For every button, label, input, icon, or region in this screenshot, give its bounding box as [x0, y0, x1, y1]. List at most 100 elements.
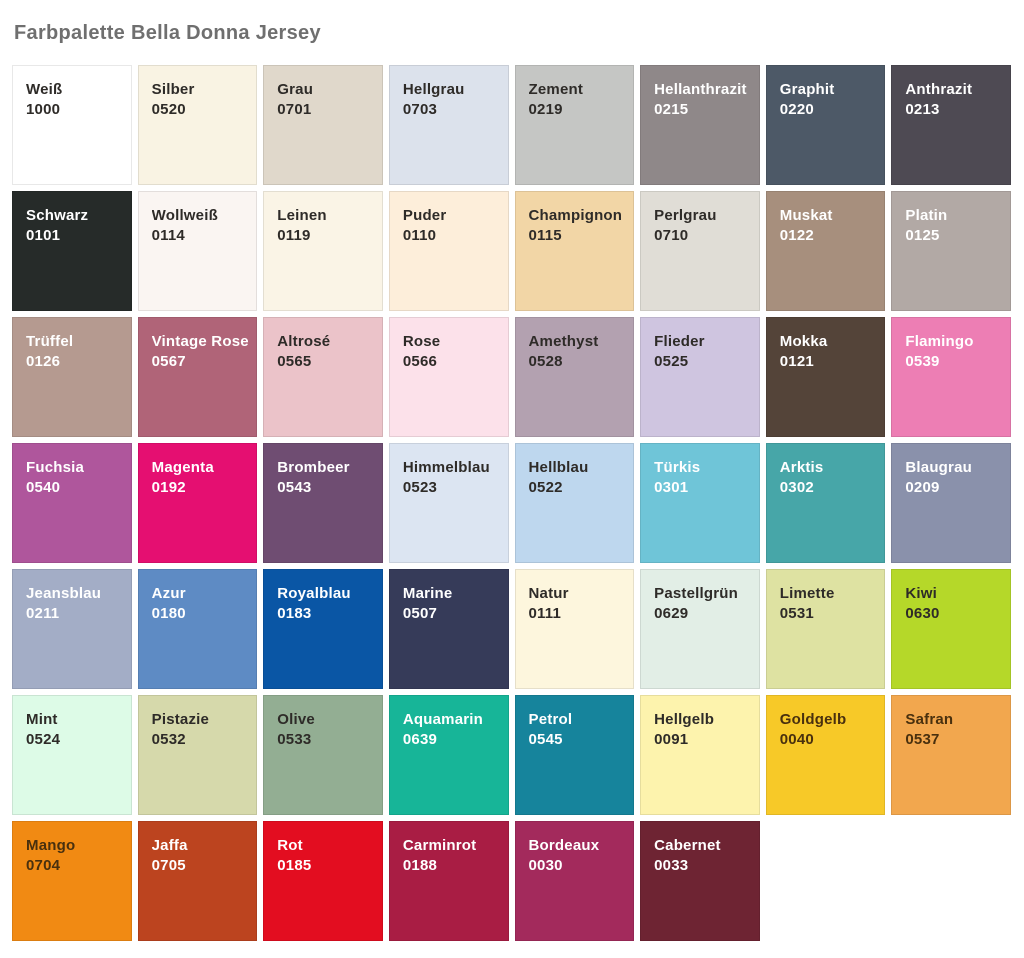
color-swatch: Natur 0111 [514, 569, 635, 689]
swatch-name: Aquamarin [402, 711, 484, 728]
swatch-name: Rose [402, 333, 441, 350]
swatch-name: Mokka [779, 333, 828, 350]
color-swatch: Vintage Rose 0567 [137, 317, 258, 437]
color-swatch: Jeansblau 0211 [12, 569, 132, 689]
color-swatch: Rot 0185 [263, 821, 383, 941]
swatch-name: Limette [779, 585, 835, 602]
swatch-name: Anthrazit [905, 81, 973, 98]
swatch-code: 1000 [26, 101, 61, 118]
swatch-code: 0115 [528, 227, 562, 244]
swatch-code: 0219 [528, 101, 563, 118]
swatch-name: Vintage Rose [151, 333, 249, 350]
color-swatch: Wollweiß 0114 [137, 191, 258, 311]
swatch-name: Mint [26, 711, 58, 728]
swatch-name: Flieder [654, 333, 705, 350]
color-swatch: Olive 0533 [263, 695, 383, 815]
color-swatch: Petrol 0545 [514, 695, 635, 815]
swatch-name: Platin [905, 207, 948, 224]
swatch-code: 0091 [654, 731, 689, 748]
swatch-name: Hellgelb [654, 711, 715, 728]
swatch-code: 0532 [151, 731, 186, 748]
swatch-name: Amethyst [528, 333, 599, 350]
swatch-code: 0507 [402, 605, 438, 622]
color-swatch: Flamingo 0539 [891, 317, 1011, 437]
swatch-name: Muskat [779, 207, 833, 224]
swatch-name: Himmelblau [402, 459, 490, 476]
swatch-code: 0710 [654, 227, 689, 244]
page-title: Farbpalette Bella Donna Jersey [14, 22, 321, 44]
swatch-code: 0126 [26, 353, 61, 370]
color-swatch: Weiß 1000 [12, 65, 132, 185]
swatch-code: 0629 [654, 605, 689, 622]
swatch-code: 0531 [779, 605, 814, 622]
swatch-name: Hellanthrazit [654, 81, 747, 98]
swatch-code: 0545 [528, 731, 563, 748]
swatch-code: 0121 [779, 353, 814, 370]
swatch-name: Champignon [528, 207, 623, 224]
swatch-code: 0301 [654, 479, 689, 496]
swatch-name: Jaffa [151, 837, 188, 854]
color-swatch: Cabernet 0033 [640, 821, 760, 941]
color-swatch: Amethyst 0528 [514, 317, 635, 437]
color-swatch: Royalblau 0183 [263, 569, 383, 689]
swatch-code: 0030 [528, 857, 563, 874]
color-swatch: Azur 0180 [137, 569, 258, 689]
color-swatch: Hellanthrazit 0215 [640, 65, 760, 185]
swatch-code: 0213 [905, 101, 940, 118]
swatch-name: Weiß [26, 81, 63, 98]
swatch-name: Brombeer [277, 459, 350, 476]
swatch-code: 0565 [277, 353, 312, 370]
color-swatch: Anthrazit 0213 [891, 65, 1011, 185]
color-swatch: Goldgelb 0040 [765, 695, 886, 815]
swatch-name: Wollweiß [151, 207, 218, 224]
color-swatch: Silber 0520 [137, 65, 258, 185]
color-swatch: Jaffa 0705 [137, 821, 258, 941]
color-swatch: Blaugrau 0209 [891, 443, 1011, 563]
color-swatch: Arktis 0302 [765, 443, 886, 563]
color-swatch: Leinen 0119 [263, 191, 383, 311]
swatch-name: Mango [26, 837, 76, 854]
color-swatch: Hellgelb 0091 [640, 695, 760, 815]
swatch-code: 0705 [151, 857, 186, 874]
swatch-name: Pistazie [151, 711, 210, 728]
swatch-code: 0703 [402, 101, 438, 118]
color-swatch: Mint 0524 [12, 695, 132, 815]
swatch-code: 0220 [779, 101, 814, 118]
swatch-name: Olive [277, 711, 315, 728]
swatch-code: 0639 [402, 731, 438, 748]
swatch-code: 0302 [779, 479, 814, 496]
swatch-code: 0522 [528, 479, 563, 496]
swatch-code: 0567 [151, 353, 186, 370]
swatch-code: 0525 [654, 353, 689, 370]
color-swatch: Graphit 0220 [765, 65, 886, 185]
swatch-code: 0211 [26, 605, 60, 622]
color-swatch: Platin 0125 [891, 191, 1011, 311]
swatch-name: Natur [528, 585, 569, 602]
color-swatch: Altrosé 0565 [263, 317, 383, 437]
swatch-name: Marine [402, 585, 453, 602]
swatch-code: 0523 [402, 479, 438, 496]
swatch-name: Türkis [654, 459, 701, 476]
swatch-name: Rot [277, 837, 303, 854]
color-swatch: Limette 0531 [765, 569, 886, 689]
color-swatch: Champignon 0115 [514, 191, 635, 311]
swatch-code: 0040 [779, 731, 814, 748]
swatch-code: 0566 [402, 353, 438, 370]
swatch-name: Hellblau [528, 459, 589, 476]
swatch-code: 0528 [528, 353, 563, 370]
color-swatch: Pistazie 0532 [137, 695, 258, 815]
swatch-code: 0524 [26, 731, 61, 748]
swatch-code: 0185 [277, 857, 312, 874]
swatch-grid: Weiß 1000 Silber 0520 Grau 0701 Hellgrau 0703 Ze… [12, 65, 1011, 941]
swatch-code: 0180 [151, 605, 186, 622]
color-swatch: Mango 0704 [12, 821, 132, 941]
swatch-code: 0630 [905, 605, 940, 622]
swatch-code: 0704 [26, 857, 61, 874]
swatch-name: Leinen [277, 207, 327, 224]
color-swatch: Puder 0110 [388, 191, 509, 311]
color-swatch: Kiwi 0630 [891, 569, 1011, 689]
color-swatch: Hellblau 0522 [514, 443, 635, 563]
swatch-name: Perlgrau [654, 207, 717, 224]
swatch-name: Trüffel [26, 333, 74, 350]
